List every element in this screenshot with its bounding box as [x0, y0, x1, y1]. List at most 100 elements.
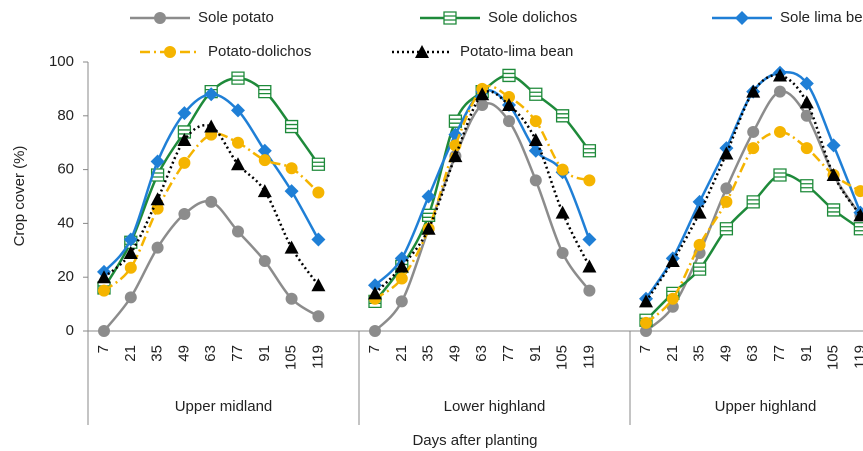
- x-tick-label: 49: [446, 345, 463, 362]
- marker: [582, 232, 597, 247]
- marker: [853, 222, 863, 236]
- marker: [555, 205, 570, 219]
- marker: [693, 238, 706, 251]
- y-tick-label: 0: [66, 322, 74, 339]
- marker: [503, 90, 515, 103]
- marker: [258, 255, 271, 268]
- marker: [257, 184, 272, 198]
- marker: [124, 291, 137, 304]
- marker: [773, 68, 787, 82]
- marker: [98, 325, 110, 337]
- marker: [231, 103, 245, 118]
- marker: [231, 71, 245, 85]
- marker: [394, 251, 409, 266]
- marker: [582, 144, 597, 158]
- marker: [640, 316, 652, 329]
- x-tick-label: 119: [851, 345, 863, 369]
- x-tick-label: 105: [283, 345, 300, 370]
- x-tick-label: 91: [527, 345, 544, 362]
- marker: [123, 245, 138, 259]
- legend-label: Potato-dolichos: [208, 43, 311, 60]
- marker: [231, 157, 245, 171]
- x-tick-label: 63: [744, 345, 761, 362]
- marker: [258, 154, 271, 167]
- x-tick-label: 105: [554, 345, 571, 370]
- x-tick-label: 7: [95, 345, 112, 353]
- x-tick-label: 77: [500, 345, 517, 362]
- legend-marker: [735, 11, 749, 25]
- legend-marker: [443, 11, 457, 25]
- marker: [421, 189, 436, 204]
- marker: [394, 259, 409, 273]
- marker: [285, 162, 298, 175]
- marker: [528, 143, 543, 158]
- series-line: [103, 124, 320, 286]
- x-tick-label: 7: [366, 345, 383, 353]
- legend-marker: [154, 12, 166, 24]
- marker: [150, 192, 165, 206]
- x-tick-label: 119: [580, 345, 597, 369]
- x-tick-label: 63: [202, 345, 219, 362]
- y-tick-label: 20: [57, 268, 74, 285]
- marker: [177, 106, 192, 121]
- marker: [448, 149, 463, 163]
- marker: [503, 115, 515, 128]
- marker: [177, 133, 192, 147]
- marker: [666, 292, 679, 305]
- legend-marker: [415, 45, 429, 58]
- marker: [583, 174, 596, 187]
- x-tick-label: 91: [798, 345, 815, 362]
- legend-marker: [164, 46, 176, 58]
- marker: [312, 310, 325, 323]
- x-tick-label: 35: [420, 345, 437, 362]
- x-tick-label: 77: [229, 345, 246, 362]
- marker: [476, 99, 489, 112]
- marker: [854, 185, 863, 198]
- marker: [232, 225, 244, 238]
- marker: [150, 154, 165, 169]
- group-label: Upper midland: [175, 398, 273, 415]
- marker: [97, 270, 111, 284]
- marker: [395, 272, 408, 285]
- x-tick-label: 77: [771, 345, 788, 362]
- marker: [773, 168, 787, 182]
- marker: [311, 157, 326, 171]
- marker: [124, 261, 137, 274]
- marker: [475, 87, 490, 101]
- marker: [284, 240, 299, 254]
- series-line: [644, 73, 862, 303]
- marker: [692, 205, 707, 219]
- x-tick-label: 21: [122, 345, 139, 362]
- marker: [720, 182, 733, 195]
- marker: [312, 186, 325, 199]
- marker: [284, 184, 299, 199]
- marker: [528, 133, 543, 147]
- marker: [556, 246, 569, 259]
- marker: [799, 76, 814, 91]
- y-tick-label: 100: [49, 53, 74, 70]
- marker: [204, 87, 219, 102]
- marker: [151, 202, 164, 215]
- marker: [800, 142, 813, 155]
- marker: [719, 222, 734, 236]
- marker: [799, 95, 814, 109]
- y-axis-title: Crop cover (%): [11, 146, 28, 247]
- x-axis-title: Days after planting: [412, 432, 537, 449]
- x-tick-label: 7: [637, 345, 654, 353]
- marker: [178, 156, 191, 169]
- marker: [232, 136, 244, 149]
- x-tick-label: 21: [393, 345, 410, 362]
- marker: [774, 125, 786, 138]
- marker: [826, 167, 841, 181]
- marker: [747, 142, 760, 155]
- x-tick-label: 63: [473, 345, 490, 362]
- marker: [555, 109, 570, 123]
- marker: [800, 109, 813, 122]
- marker: [311, 232, 326, 247]
- marker: [720, 195, 733, 208]
- marker: [368, 286, 382, 300]
- marker: [692, 262, 707, 276]
- legend-label: Sole dolichos: [488, 9, 577, 26]
